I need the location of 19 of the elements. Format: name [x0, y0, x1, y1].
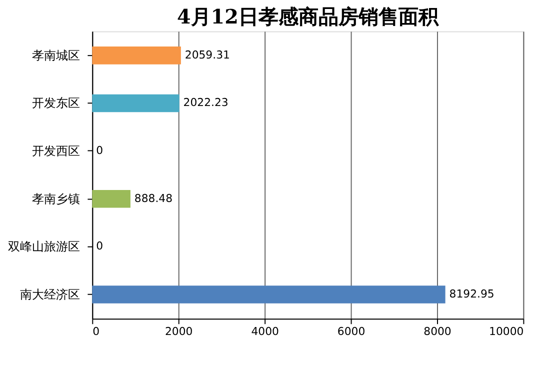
x-tick-label: 8000	[424, 325, 452, 338]
data-label: 2059.31	[184, 48, 230, 62]
data-label: 8192.95	[449, 287, 494, 300]
y-tick-label: 孝南城区	[32, 48, 80, 62]
y-tick-label: 双峰山旅游区	[8, 240, 80, 254]
x-tick-label: 6000	[337, 325, 366, 338]
x-tick-label: 10000	[489, 325, 524, 338]
data-label: 888.48	[134, 192, 173, 205]
x-tick-label: 0	[92, 325, 100, 338]
data-label: 0	[96, 240, 104, 253]
y-tick-label: 开发西区	[32, 144, 80, 158]
chart-title: 4月12日孝感商品房销售面积	[177, 4, 440, 28]
y-tick-label: 南大经济区	[20, 287, 80, 302]
x-tick-label: 4000	[251, 325, 279, 338]
x-tick-label: 2000	[165, 325, 193, 338]
data-label: 0	[96, 144, 104, 158]
y-tick-label: 孝南乡镇	[32, 192, 80, 206]
data-label: 2022.23	[183, 96, 228, 110]
y-tick-label: 开发东区	[32, 96, 80, 110]
